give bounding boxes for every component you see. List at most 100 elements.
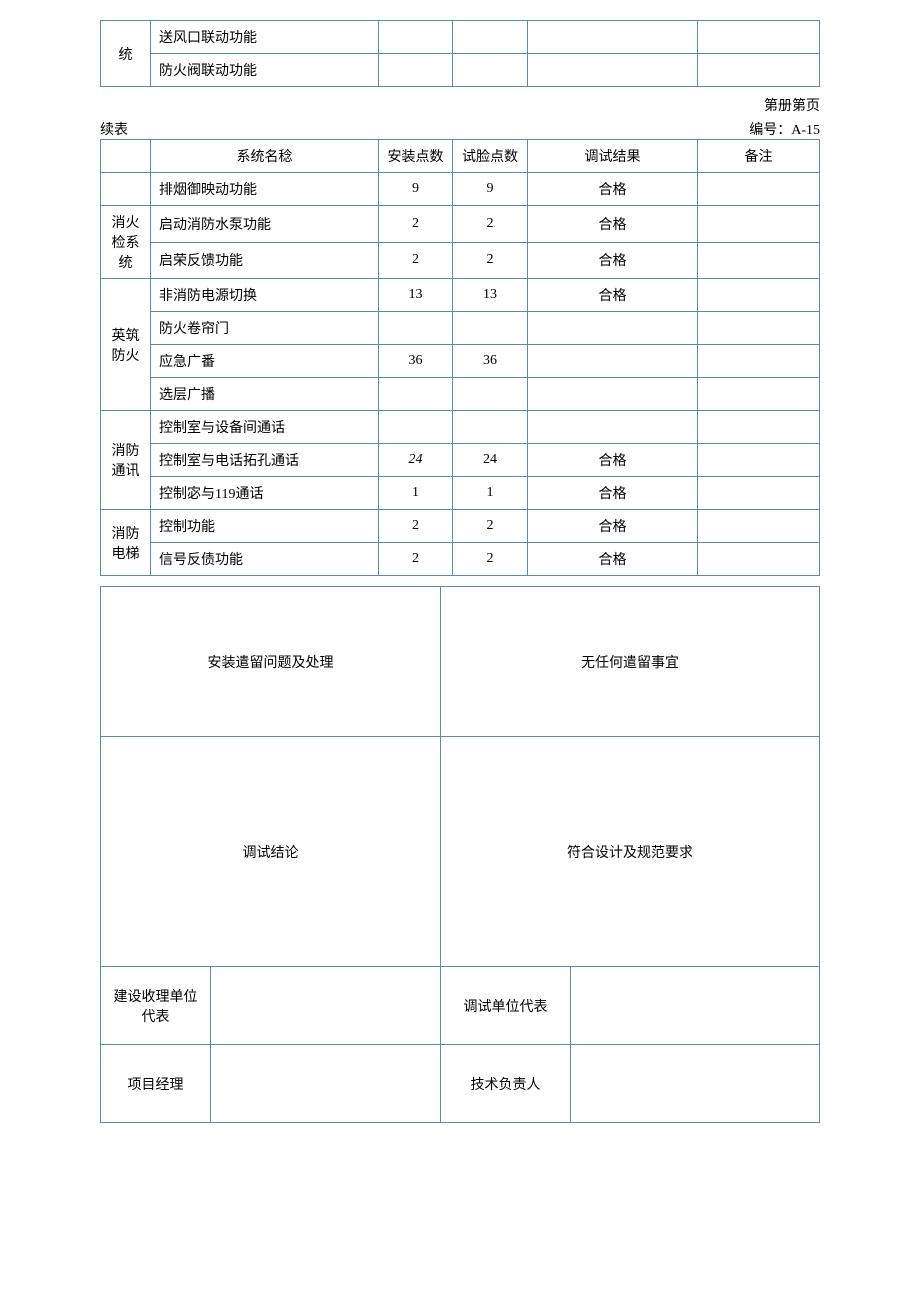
result-cell: 合格 bbox=[528, 279, 698, 312]
category-cell: 英筑防火 bbox=[101, 279, 151, 411]
test-cell: 1 bbox=[453, 477, 528, 510]
remark-cell bbox=[698, 312, 820, 345]
conclusion-value: 符合设计及规范要求 bbox=[441, 737, 820, 967]
header-install: 安装点数 bbox=[379, 140, 453, 173]
category-cell-blank bbox=[101, 173, 151, 206]
result-cell: 合格 bbox=[528, 206, 698, 243]
name-cell: 选层广播 bbox=[151, 378, 379, 411]
val-cell bbox=[528, 21, 698, 54]
val-cell bbox=[379, 54, 453, 87]
header-name: 系统名稔 bbox=[151, 140, 379, 173]
main-data-table: 系统名稔 安装点数 试脸点数 调试结果 备注 排烟御映动功能 9 9 合格 消火… bbox=[100, 139, 820, 576]
install-cell bbox=[379, 411, 453, 444]
result-cell: 合格 bbox=[528, 242, 698, 279]
result-cell: 合格 bbox=[528, 444, 698, 477]
table-row: 消防通讯 控制室与设备间通话 bbox=[101, 411, 820, 444]
test-cell: 2 bbox=[453, 543, 528, 576]
table-header-row: 系统名稔 安装点数 试脸点数 调试结果 备注 bbox=[101, 140, 820, 173]
name-cell: 控制室与电话拓孔通话 bbox=[151, 444, 379, 477]
page-indicator: 第册第页 bbox=[764, 95, 820, 115]
name-cell: 控制功能 bbox=[151, 510, 379, 543]
table-row: 消防电梯 控制功能 2 2 合格 bbox=[101, 510, 820, 543]
table-row: 信号反债功能 2 2 合格 bbox=[101, 543, 820, 576]
val-cell bbox=[379, 21, 453, 54]
header-cat bbox=[101, 140, 151, 173]
name-cell: 启荣反馈功能 bbox=[151, 242, 379, 279]
test-cell bbox=[453, 312, 528, 345]
result-cell bbox=[528, 411, 698, 444]
val-cell bbox=[528, 54, 698, 87]
val-cell bbox=[453, 54, 528, 87]
result-cell bbox=[528, 312, 698, 345]
remark-cell bbox=[698, 543, 820, 576]
install-cell: 2 bbox=[379, 543, 453, 576]
signature-row-1: 建设收理单位代表 调试单位代表 bbox=[101, 967, 820, 1045]
top-fragment-table: 统 送风口联动功能 防火阀联动功能 bbox=[100, 20, 820, 87]
sig-label-pm: 项目经理 bbox=[101, 1045, 211, 1123]
val-cell bbox=[698, 21, 820, 54]
table-row: 防火阀联动功能 bbox=[101, 54, 820, 87]
remark-cell bbox=[698, 206, 820, 243]
table-row: 消火检系统 启动消防水泵功能 2 2 合格 bbox=[101, 206, 820, 243]
name-cell: 控制室与设备间通话 bbox=[151, 411, 379, 444]
sig-label-debug-unit: 调试单位代表 bbox=[441, 967, 571, 1045]
issues-value: 无任何遣留事宜 bbox=[441, 587, 820, 737]
install-cell bbox=[379, 378, 453, 411]
name-cell: 控制宓与119通话 bbox=[151, 477, 379, 510]
continuation-label: 续表 bbox=[100, 119, 128, 139]
test-cell bbox=[453, 378, 528, 411]
test-cell: 2 bbox=[453, 206, 528, 243]
header-test: 试脸点数 bbox=[453, 140, 528, 173]
table-row: 防火卷帘门 bbox=[101, 312, 820, 345]
lower-table: 安装遣留问题及处理 无任何遣留事宜 调试结论 符合设计及规范要求 建设收理单位代… bbox=[100, 586, 820, 1123]
category-cell: 消防电梯 bbox=[101, 510, 151, 576]
remark-cell bbox=[698, 378, 820, 411]
header-result: 调试结果 bbox=[528, 140, 698, 173]
remark-cell bbox=[698, 345, 820, 378]
conclusion-label: 调试结论 bbox=[101, 737, 441, 967]
install-cell: 2 bbox=[379, 510, 453, 543]
category-cell: 消防通讯 bbox=[101, 411, 151, 510]
table-row: 英筑防火 非消防电源切换 13 13 合格 bbox=[101, 279, 820, 312]
name-cell: 启动消防水泵功能 bbox=[151, 206, 379, 243]
sig-label-construction: 建设收理单位代表 bbox=[101, 967, 211, 1045]
conclusion-row: 调试结论 符合设计及规范要求 bbox=[101, 737, 820, 967]
remark-cell bbox=[698, 477, 820, 510]
test-cell: 2 bbox=[453, 242, 528, 279]
test-cell: 9 bbox=[453, 173, 528, 206]
document-number: 编号：A-15 bbox=[749, 119, 820, 139]
test-cell: 24 bbox=[453, 444, 528, 477]
result-cell bbox=[528, 378, 698, 411]
install-cell: 1 bbox=[379, 477, 453, 510]
table-row: 选层广播 bbox=[101, 378, 820, 411]
category-cell: 统 bbox=[101, 21, 151, 87]
install-cell: 24 bbox=[379, 444, 453, 477]
result-cell: 合格 bbox=[528, 510, 698, 543]
name-cell: 信号反债功能 bbox=[151, 543, 379, 576]
signature-row-2: 项目经理 技术负责人 bbox=[101, 1045, 820, 1123]
install-cell: 13 bbox=[379, 279, 453, 312]
table-row: 应急广番 36 36 bbox=[101, 345, 820, 378]
val-cell bbox=[698, 54, 820, 87]
table-row: 统 送风口联动功能 bbox=[101, 21, 820, 54]
name-cell: 排烟御映动功能 bbox=[151, 173, 379, 206]
name-cell: 防火阀联动功能 bbox=[151, 54, 379, 87]
val-cell bbox=[453, 21, 528, 54]
remark-cell bbox=[698, 279, 820, 312]
issues-row: 安装遣留问题及处理 无任何遣留事宜 bbox=[101, 587, 820, 737]
table-row: 控制宓与119通话 1 1 合格 bbox=[101, 477, 820, 510]
sig-label-tech: 技术负责人 bbox=[441, 1045, 571, 1123]
name-cell: 应急广番 bbox=[151, 345, 379, 378]
install-cell: 36 bbox=[379, 345, 453, 378]
remark-cell bbox=[698, 173, 820, 206]
remark-cell bbox=[698, 411, 820, 444]
result-cell: 合格 bbox=[528, 173, 698, 206]
install-cell: 9 bbox=[379, 173, 453, 206]
test-cell: 36 bbox=[453, 345, 528, 378]
remark-cell bbox=[698, 242, 820, 279]
table-row: 控制室与电话拓孔通话 24 24 合格 bbox=[101, 444, 820, 477]
remark-cell bbox=[698, 510, 820, 543]
sig-val-pm bbox=[211, 1045, 441, 1123]
sig-val-tech bbox=[571, 1045, 820, 1123]
header-remark: 备注 bbox=[698, 140, 820, 173]
